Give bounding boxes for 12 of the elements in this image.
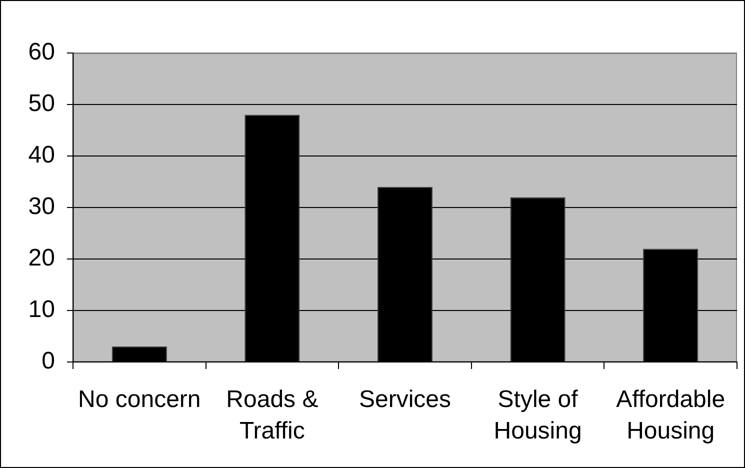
x-tick-label: Style of Housing [494, 386, 582, 444]
x-tick-label: Roads & Traffic [226, 386, 318, 444]
y-tick-label: 30 [28, 193, 55, 220]
y-tick-label: 0 [42, 348, 55, 375]
y-tick-label: 60 [28, 38, 55, 66]
y-tick-label: 40 [28, 142, 55, 169]
y-tick-label: 10 [28, 296, 55, 324]
x-tick-label: No concern [78, 386, 201, 414]
x-tick-label: Services [358, 386, 452, 414]
x-tick-label: Affordable Housing [616, 386, 726, 444]
y-tick-label: 20 [28, 244, 55, 272]
y-tick-label: 50 [28, 90, 55, 118]
